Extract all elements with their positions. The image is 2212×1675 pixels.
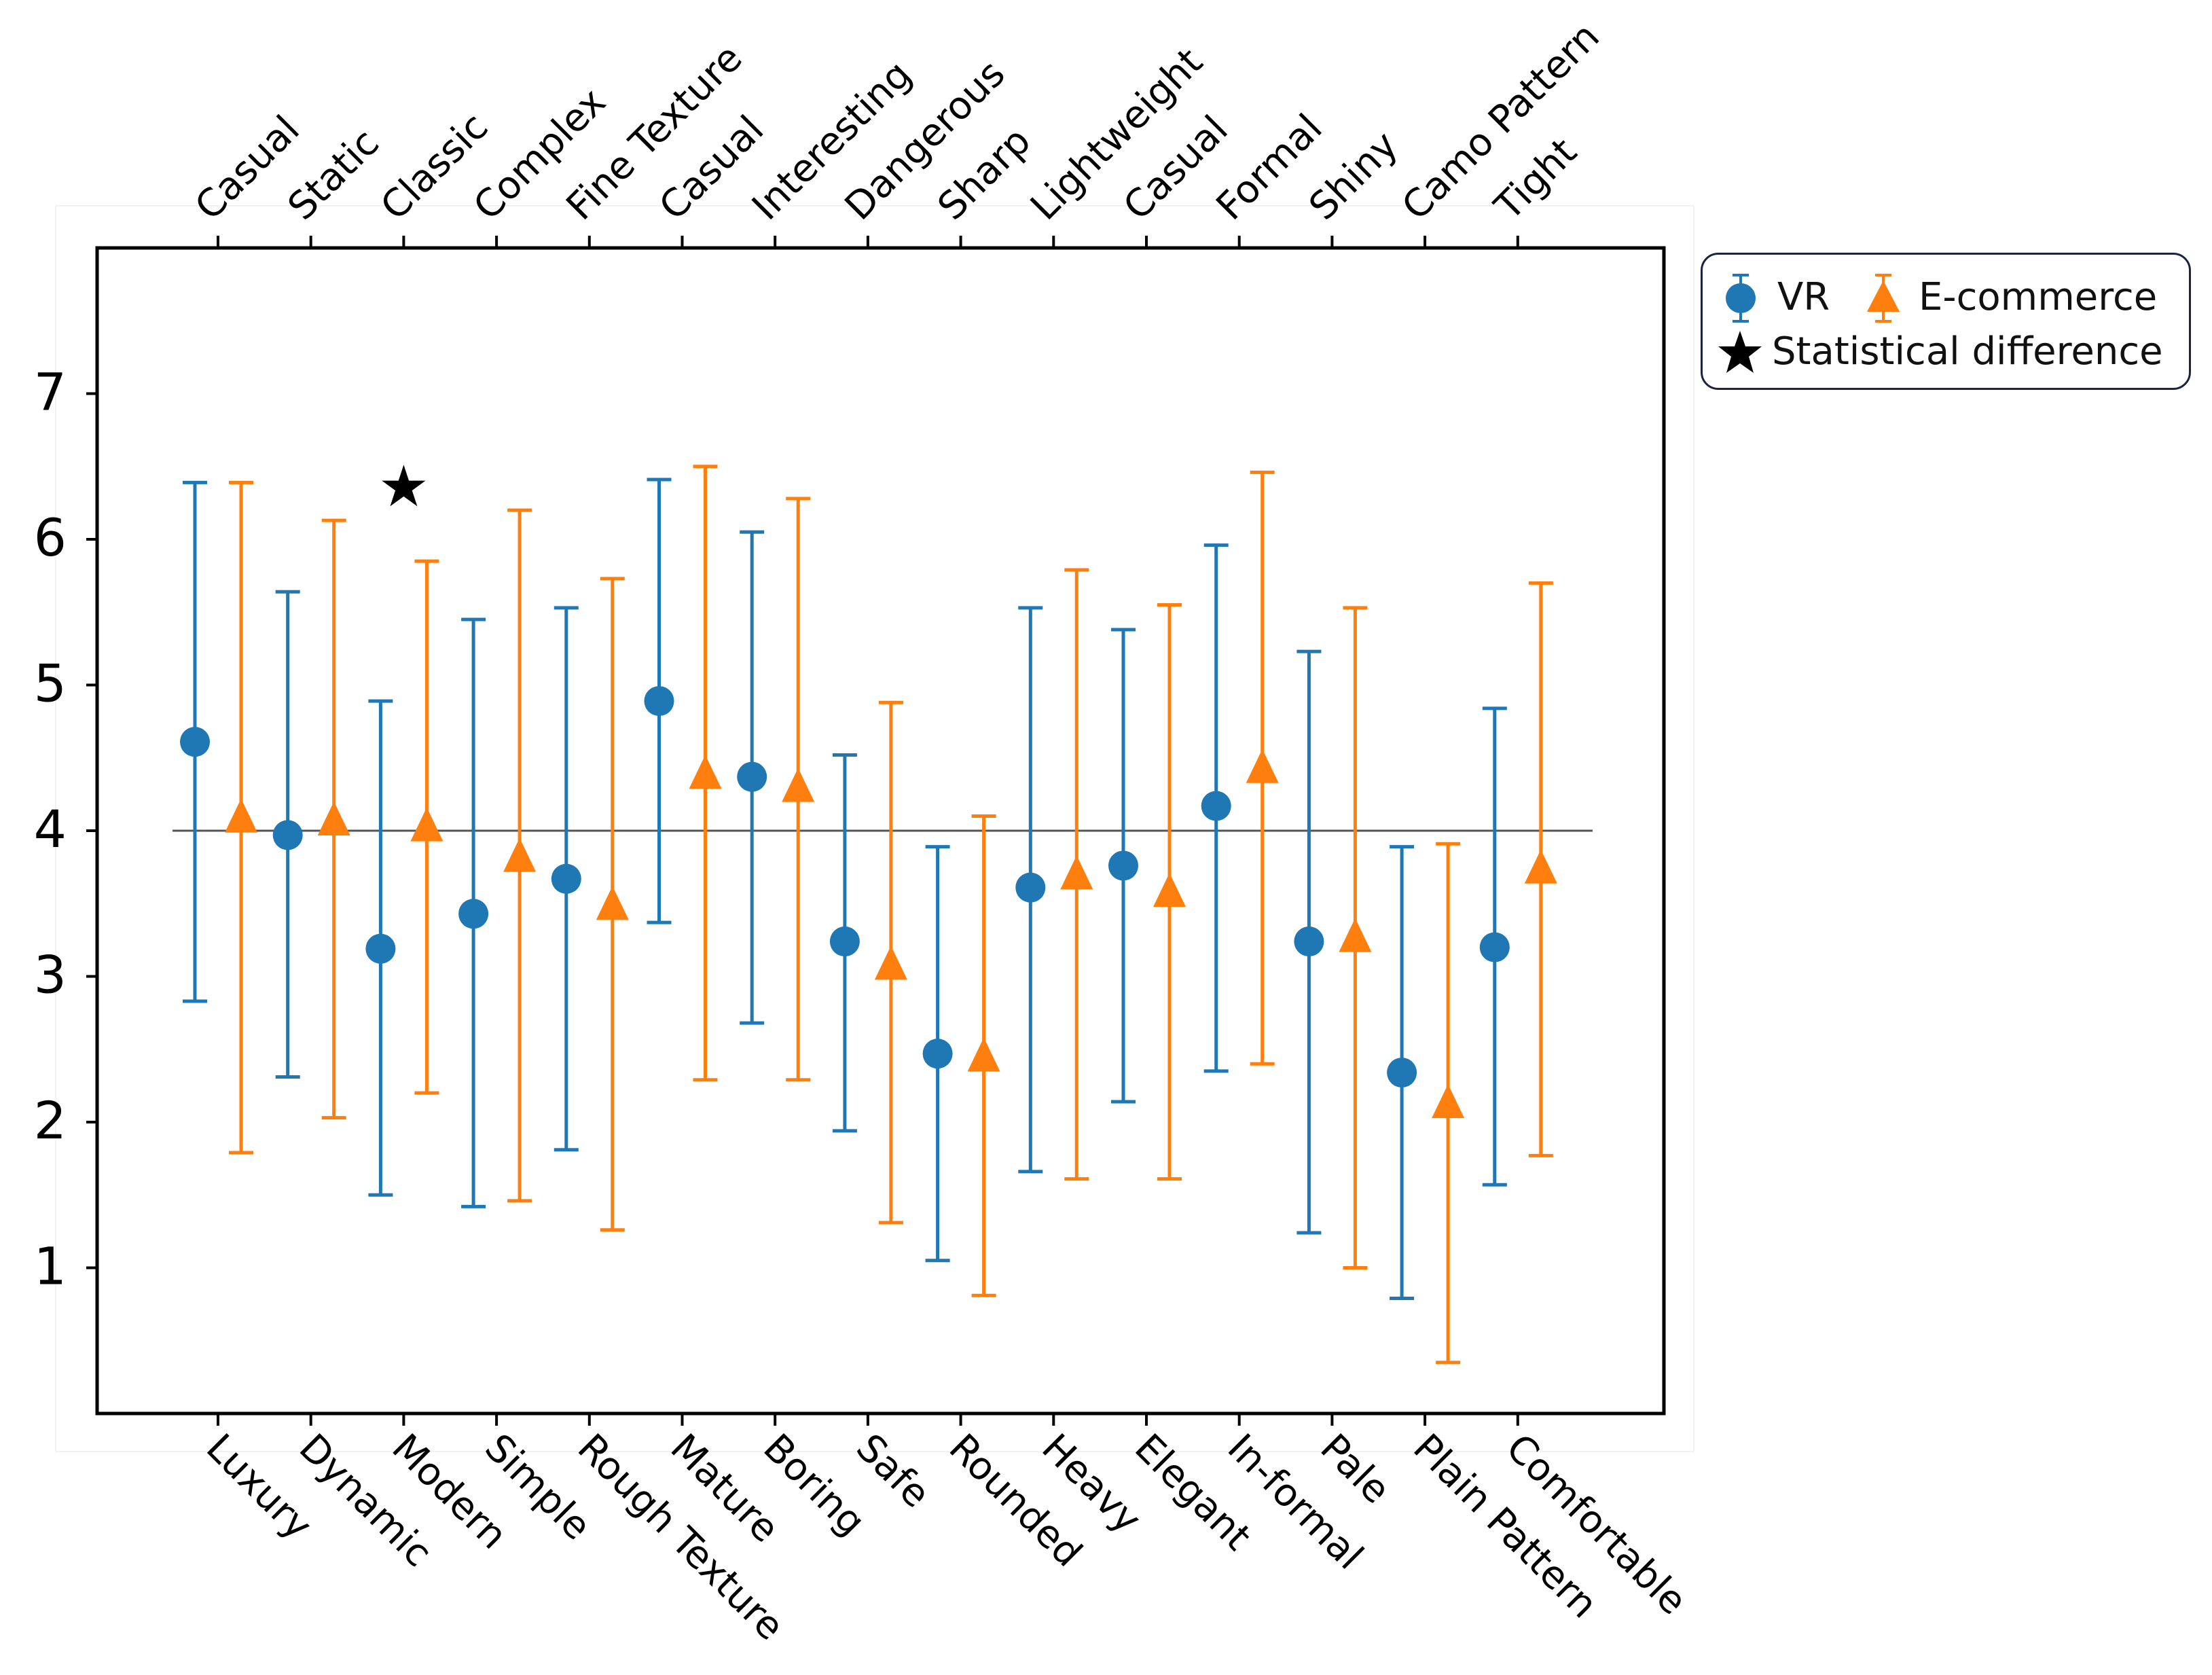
vr-point (1387, 1058, 1417, 1088)
legend-ecommerce-label: E-commerce (1919, 275, 2158, 319)
y-tick-label: 1 (34, 1236, 67, 1297)
significance-star: ★ (378, 453, 429, 520)
marker-layer: ★ (180, 453, 1557, 1119)
y-tick-label: 2 (34, 1090, 67, 1151)
e-commerce-point (225, 798, 257, 833)
y-tick-label: 5 (34, 653, 67, 714)
vr-point (737, 761, 767, 792)
e-commerce-point (689, 755, 722, 789)
e-commerce-point (1246, 749, 1279, 783)
vr-point (551, 863, 581, 894)
e-commerce-point (1524, 849, 1557, 884)
e-commerce-point (1153, 873, 1186, 907)
y-tick-label: 6 (34, 507, 67, 568)
vr-point (272, 820, 303, 850)
e-commerce-point (410, 807, 443, 842)
e-commerce-point (596, 886, 629, 920)
y-tick-label: 4 (34, 799, 67, 859)
y-tick-label: 3 (34, 945, 67, 1005)
e-commerce-point (1432, 1084, 1465, 1119)
legend: VR E-commerce Statistical difference (1701, 253, 2191, 390)
vr-point (1201, 791, 1231, 821)
legend-vr-icon (1726, 274, 1756, 323)
e-commerce-point (1339, 918, 1372, 952)
e-commerce-point (874, 945, 907, 980)
e-commerce-point (782, 768, 815, 802)
vr-point (1479, 932, 1510, 962)
e-commerce-point (967, 1037, 1000, 1072)
vr-point (644, 686, 674, 717)
vr-point (829, 926, 860, 957)
vr-point (1015, 872, 1046, 903)
vr-point (1108, 850, 1138, 881)
legend-vr-label: VR (1777, 275, 1830, 319)
e-commerce-point (503, 838, 537, 872)
y-tick-label: 7 (34, 362, 67, 422)
legend-ecommerce-icon (1867, 274, 1900, 323)
vr-point (458, 899, 489, 929)
e-commerce-point (317, 801, 350, 835)
vr-point (922, 1039, 953, 1069)
vr-point (1294, 926, 1324, 957)
legend-star-icon (1718, 331, 1762, 373)
vr-point (365, 933, 396, 964)
e-commerce-point (1060, 855, 1093, 890)
legend-star-label: Statistical difference (1772, 329, 2163, 374)
vr-point (180, 727, 210, 757)
